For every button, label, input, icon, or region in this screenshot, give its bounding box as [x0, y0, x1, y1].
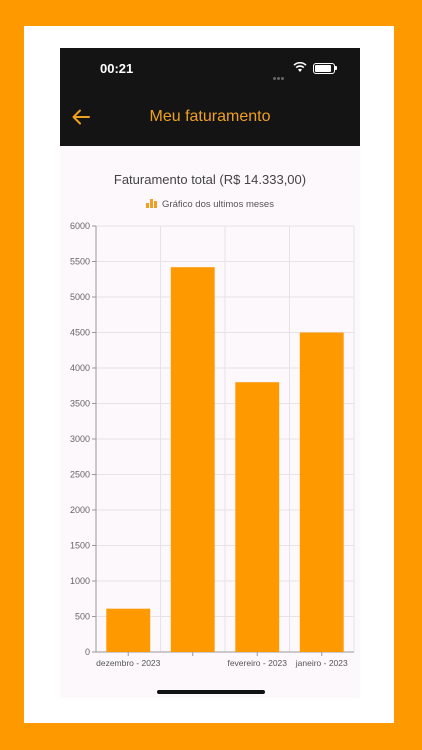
app-bar: Meu faturamento	[60, 90, 360, 146]
bar-chart-icon	[146, 199, 158, 208]
x-tick-label: fevereiro - 2023	[227, 658, 287, 668]
legend-label: Gráfico dos ultimos meses	[162, 199, 274, 210]
wifi-icon	[293, 61, 307, 72]
y-tick-label: 1000	[70, 576, 90, 586]
page-title: Meu faturamento	[149, 108, 271, 125]
bar	[170, 267, 215, 652]
signal-icon	[273, 67, 287, 80]
y-tick-label: 0	[85, 647, 90, 657]
bar	[235, 382, 280, 652]
battery-tip	[335, 66, 337, 70]
chart-legend: Gráfico dos ultimos meses	[60, 198, 360, 210]
x-tick-label: janeiro - 2023	[295, 658, 348, 668]
back-arrow-icon[interactable]	[70, 106, 92, 128]
y-tick-label: 5000	[70, 292, 90, 302]
y-tick-label: 2000	[70, 505, 90, 515]
y-tick-label: 5500	[70, 257, 90, 267]
y-tick-label: 4000	[70, 363, 90, 373]
chart-title: Faturamento total (R$ 14.333,00)	[113, 172, 307, 187]
y-tick-label: 3000	[70, 434, 90, 444]
battery-icon	[313, 63, 335, 74]
y-tick-label: 3500	[70, 399, 90, 409]
bar	[106, 608, 151, 652]
bar-chart: 0 500 1000 1500 2000 2500 3000 3500 4000 4500 5000…	[70, 221, 355, 668]
y-tick-label: 500	[75, 612, 90, 622]
y-tick-label: 4500	[70, 328, 90, 338]
x-tick-label: dezembro - 2023	[96, 658, 161, 668]
status-time: 00:21	[100, 61, 134, 76]
y-tick-label: 2500	[70, 470, 90, 480]
y-tick-label: 1500	[70, 541, 90, 551]
phone-screen: 00:21 Meu faturamento Faturamento total …	[60, 48, 360, 698]
home-indicator	[157, 690, 265, 694]
bar	[299, 332, 344, 652]
y-tick-label: 6000	[70, 221, 90, 231]
status-bar: 00:21	[60, 48, 360, 90]
